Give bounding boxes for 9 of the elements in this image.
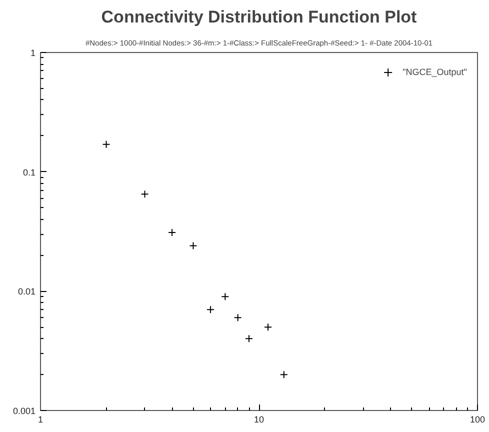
chart-title: Connectivity Distribution Function Plot (101, 8, 418, 26)
y-tick-label: 0.001 (12, 406, 36, 416)
y-tick-label: 1 (30, 48, 36, 58)
y-tick-label: 0.01 (18, 286, 36, 297)
x-tick-label: 100 (470, 414, 486, 424)
x-tick-label: 1 (38, 414, 44, 424)
y-tick-label: 0.1 (22, 167, 36, 178)
x-tick-label: 10 (254, 414, 264, 424)
legend-label: "NGCE_Output" (402, 67, 467, 77)
